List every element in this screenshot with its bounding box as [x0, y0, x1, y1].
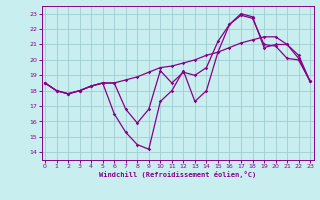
X-axis label: Windchill (Refroidissement éolien,°C): Windchill (Refroidissement éolien,°C)	[99, 171, 256, 178]
